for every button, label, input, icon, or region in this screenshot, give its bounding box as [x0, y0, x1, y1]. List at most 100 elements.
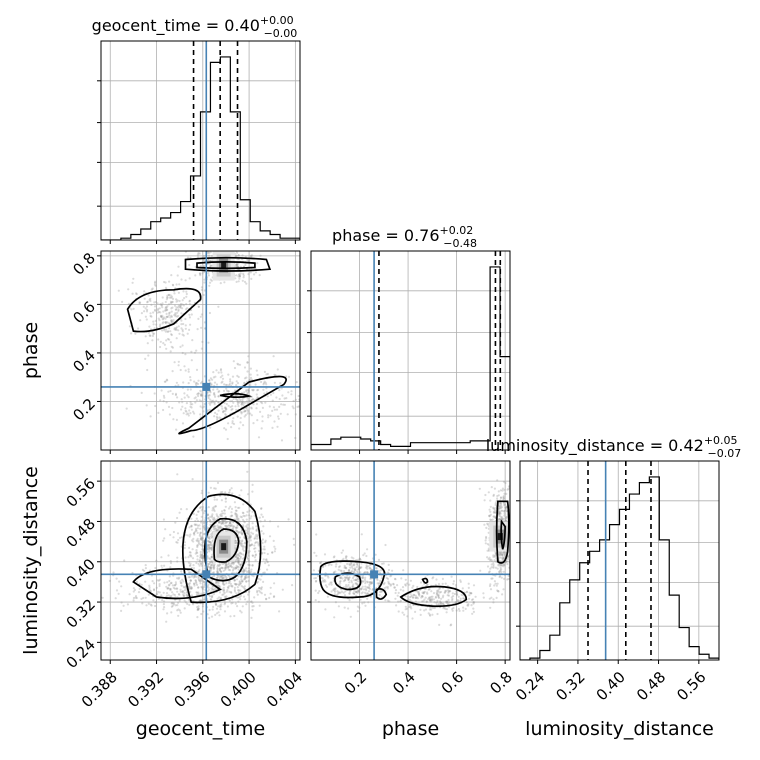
scatter-point: [184, 533, 187, 537]
scatter-point: [228, 524, 231, 527]
scatter-point: [159, 314, 163, 317]
scatter-point: [232, 561, 235, 564]
scatter-point: [367, 586, 371, 590]
scatter-point: [342, 557, 345, 561]
scatter-point: [153, 582, 156, 585]
scatter-point: [266, 552, 269, 556]
scatter-point: [200, 347, 203, 350]
scatter-point: [237, 560, 240, 564]
scatter-point: [250, 406, 253, 409]
scatter-point: [428, 596, 431, 599]
scatter-point: [516, 585, 518, 587]
scatter-point: [460, 593, 463, 597]
scatter-point: [201, 605, 205, 608]
scatter-point: [235, 514, 238, 518]
scatter-point: [470, 592, 473, 595]
scatter-point: [225, 521, 228, 524]
scatter-point: [500, 515, 503, 519]
scatter-point: [212, 506, 215, 509]
scatter-point: [233, 579, 236, 582]
scatter-point: [167, 321, 170, 324]
scatter-point: [429, 600, 432, 603]
scatter-point: [227, 566, 230, 570]
scatter-point: [139, 319, 142, 322]
scatter-point: [185, 508, 188, 511]
scatter-point: [412, 584, 415, 588]
scatter-point: [455, 609, 458, 612]
scatter-point: [235, 566, 238, 569]
scatter-point: [231, 420, 234, 423]
scatter-point: [348, 576, 351, 579]
scatter-point: [437, 602, 440, 606]
scatter-point: [179, 368, 182, 372]
scatter-point: [170, 581, 173, 585]
scatter-point: [215, 612, 219, 615]
scatter-point: [249, 378, 252, 381]
scatter-point: [503, 553, 506, 556]
scatter-point: [250, 254, 254, 257]
scatter-point: [216, 514, 219, 518]
scatter-point: [388, 600, 391, 603]
scatter-point: [201, 541, 204, 544]
scatter-point: [249, 376, 253, 379]
scatter-point: [147, 602, 150, 605]
scatter-point: [294, 398, 297, 401]
scatter-point: [197, 605, 200, 608]
scatter-point: [149, 312, 152, 315]
scatter-point: [181, 328, 184, 331]
scatter-point: [343, 576, 346, 579]
scatter-point: [180, 278, 183, 281]
scatter-point: [492, 511, 495, 514]
scatter-point: [203, 509, 206, 513]
scatter-point: [151, 339, 154, 342]
scatter-point: [173, 292, 176, 295]
scatter-point: [428, 596, 431, 599]
scatter-point: [190, 566, 193, 570]
scatter-point: [220, 522, 223, 525]
scatter-point: [237, 280, 240, 283]
scatter-point: [456, 593, 459, 597]
scatter-point: [216, 529, 219, 533]
scatter-point: [210, 615, 214, 618]
scatter-point: [241, 254, 244, 257]
scatter-point: [264, 401, 267, 404]
scatter-point: [386, 587, 389, 590]
scatter-point: [168, 311, 171, 314]
scatter-point: [178, 332, 181, 335]
scatter-point: [181, 590, 185, 593]
scatter-point: [504, 481, 507, 485]
scatter-point: [160, 564, 163, 567]
scatter-point: [242, 511, 245, 515]
scatter-point: [183, 607, 186, 610]
scatter-point: [185, 413, 188, 416]
scatter-point: [502, 551, 505, 554]
scatter-point: [184, 279, 187, 282]
scatter-point: [471, 612, 474, 615]
scatter-point: [251, 398, 254, 401]
scatter-point: [199, 550, 202, 554]
scatter-point: [197, 586, 200, 589]
scatter-point: [149, 297, 152, 300]
scatter-point: [237, 600, 240, 603]
panel-phase-vs-geocent_time: [97, 250, 301, 454]
scatter-point: [254, 554, 257, 557]
scatter-point: [174, 581, 177, 584]
scatter-point: [262, 532, 265, 535]
scatter-point: [162, 394, 165, 397]
scatter-point: [155, 593, 158, 596]
scatter-point: [493, 559, 496, 562]
scatter-point: [230, 602, 233, 605]
scatter-point: [197, 305, 200, 308]
scatter-point: [169, 582, 172, 585]
scatter-point: [217, 564, 221, 568]
scatter-point: [241, 540, 244, 543]
scatter-point: [242, 276, 245, 279]
scatter-point: [190, 524, 193, 527]
scatter-point: [154, 604, 157, 608]
scatter-point: [428, 599, 432, 602]
scatter-point: [343, 564, 346, 568]
scatter-point: [179, 306, 182, 309]
scatter-point: [202, 580, 205, 583]
scatter-point: [143, 310, 146, 313]
scatter-point: [450, 596, 453, 599]
